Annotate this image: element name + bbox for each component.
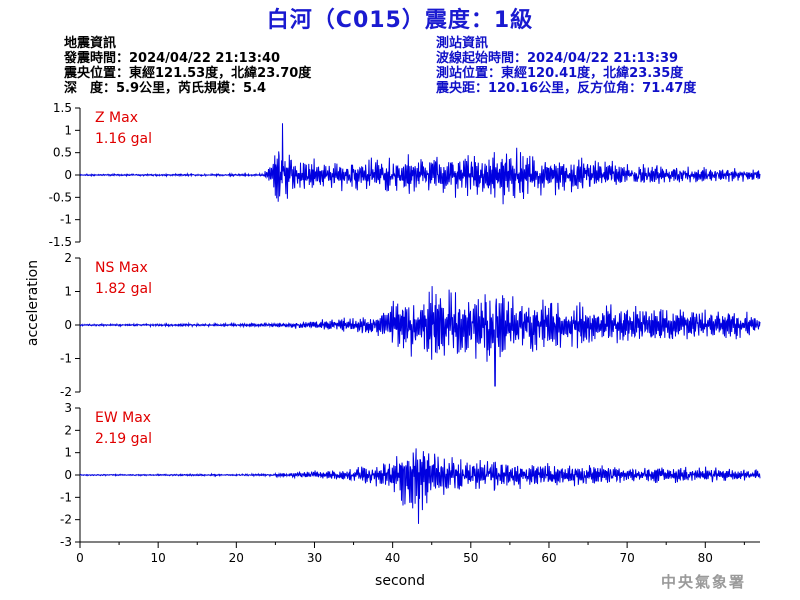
- x-tick-label: 60: [541, 551, 556, 565]
- y-tick-label: -2: [60, 513, 72, 527]
- x-tick-label: 10: [151, 551, 166, 565]
- depth-magnitude: 深 度：5.9公里，芮氏規模：5.4: [64, 81, 267, 96]
- x-axis: 0 10 20 30 40 50 60 70 80 second: [76, 541, 760, 589]
- origin-time: 發震時間：2024/04/22 21:13:40: [64, 51, 281, 66]
- y-tick-label: 0: [64, 168, 72, 182]
- earthquake-info: 地震資訊 發震時間：2024/04/22 21:13:40 震央位置：東經121…: [64, 36, 311, 96]
- y-axis-label: acceleration: [25, 260, 41, 346]
- panel-ew: -3 -2 -1 0 1 2 3 EW Max 2.19 gal: [60, 401, 761, 549]
- x-tick-label: 40: [385, 551, 400, 565]
- x-tick-label: 70: [619, 551, 634, 565]
- y-tick-label: -1: [60, 352, 72, 366]
- earthquake-info-heading: 地震資訊: [64, 36, 117, 51]
- y-tick-label: -0.5: [49, 190, 72, 204]
- cwa-watermark: 中央氣象署: [660, 573, 746, 591]
- y-tick-label: 0: [64, 468, 72, 482]
- y-tick-label: -1.5: [49, 235, 72, 249]
- max-label: Z Max: [95, 110, 138, 126]
- y-tick-label: -1: [60, 213, 72, 227]
- epicenter: 震央位置：東經121.53度，北緯23.70度: [64, 66, 312, 81]
- y-tick-label: 0.5: [53, 146, 72, 160]
- x-tick-label: 30: [307, 551, 322, 565]
- y-tick-label: 1.5: [53, 101, 72, 115]
- y-tick-label: 3: [64, 401, 72, 415]
- waveform-trace: [79, 448, 761, 524]
- y-tick-label: 0: [64, 318, 72, 332]
- panel-ns: -2 -1 0 1 2 NS Max 1.82 gal: [60, 251, 761, 399]
- max-value: 1.16 gal: [95, 131, 152, 147]
- x-tick-label: 0: [76, 551, 84, 565]
- y-tick-label: 1: [64, 446, 72, 460]
- wave-start-time: 波線起始時間：2024/04/22 21:13:39: [436, 51, 679, 66]
- max-label: EW Max: [95, 410, 151, 426]
- max-value: 1.82 gal: [95, 281, 152, 297]
- y-tick-label: 2: [64, 423, 72, 437]
- x-tick-label: 80: [698, 551, 713, 565]
- waveform-trace: [79, 286, 761, 387]
- station-info-heading: 測站資訊: [436, 36, 489, 51]
- waveform-trace: [79, 123, 761, 205]
- page-title: 白河（C015）震度：1級: [266, 8, 534, 33]
- y-tick-label: -2: [60, 385, 72, 399]
- y-tick-label: 1: [64, 123, 72, 137]
- panel-z: -1.5 -1 -0.5 0 0.5 1 1.5 Z Max 1.16 gal: [49, 101, 761, 249]
- station-location: 測站位置：東經120.41度，北緯23.35度: [436, 66, 684, 81]
- distance-azimuth: 震央距：120.16公里，反方位角：71.47度: [436, 81, 697, 96]
- x-tick-label: 20: [229, 551, 244, 565]
- x-tick-label: 50: [463, 551, 478, 565]
- max-value: 2.19 gal: [95, 431, 152, 447]
- y-tick-label: -3: [60, 535, 72, 549]
- y-tick-label: -1: [60, 490, 72, 504]
- x-axis-label: second: [375, 573, 425, 589]
- y-tick-label: 1: [64, 285, 72, 299]
- max-label: NS Max: [95, 260, 148, 276]
- y-tick-label: 2: [64, 251, 72, 265]
- station-info: 測站資訊 波線起始時間：2024/04/22 21:13:39 測站位置：東經1…: [436, 36, 696, 96]
